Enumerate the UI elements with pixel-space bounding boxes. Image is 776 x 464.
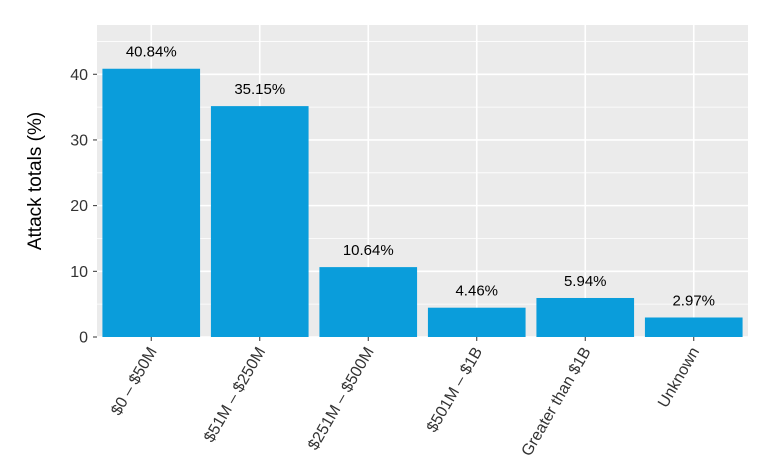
x-tick-label: $251M – $500M (305, 345, 378, 454)
data-label: 5.94% (564, 273, 607, 290)
plot-background (97, 25, 748, 337)
y-tick-label: 0 (79, 330, 88, 347)
x-tick-label: Unknown (655, 345, 703, 411)
x-tick-label: Greater than $1B (519, 345, 595, 460)
y-tick-label: 20 (70, 198, 88, 215)
x-axis: $0 – $50M $51M – $250M $251M – $500M $501M … (108, 337, 703, 459)
x-tick-label: $0 – $50M (108, 345, 161, 419)
data-label: 4.46% (455, 283, 498, 300)
bar (427, 307, 526, 337)
data-label: 40.84% (126, 44, 177, 61)
x-tick-label: $501M – $1B (424, 345, 486, 436)
y-axis: 0 10 20 30 40 (70, 67, 97, 347)
x-tick-label: $51M – $250M (201, 345, 269, 446)
bar (644, 317, 743, 337)
bars (102, 68, 743, 338)
data-label: 2.97% (672, 292, 715, 309)
y-tick-label: 10 (70, 264, 88, 281)
y-tick-label: 40 (70, 67, 88, 84)
data-label: 10.64% (343, 242, 394, 259)
bar (536, 297, 635, 337)
y-tick-label: 30 (70, 132, 88, 149)
data-labels: 40.84% 35.15% 10.64% 4.46% 5.94% 2.97% (126, 44, 715, 310)
bar (319, 267, 418, 337)
bar (102, 68, 201, 338)
data-label: 35.15% (234, 81, 285, 98)
bar (210, 106, 309, 338)
y-axis-title: Attack totals (%) (25, 112, 46, 250)
